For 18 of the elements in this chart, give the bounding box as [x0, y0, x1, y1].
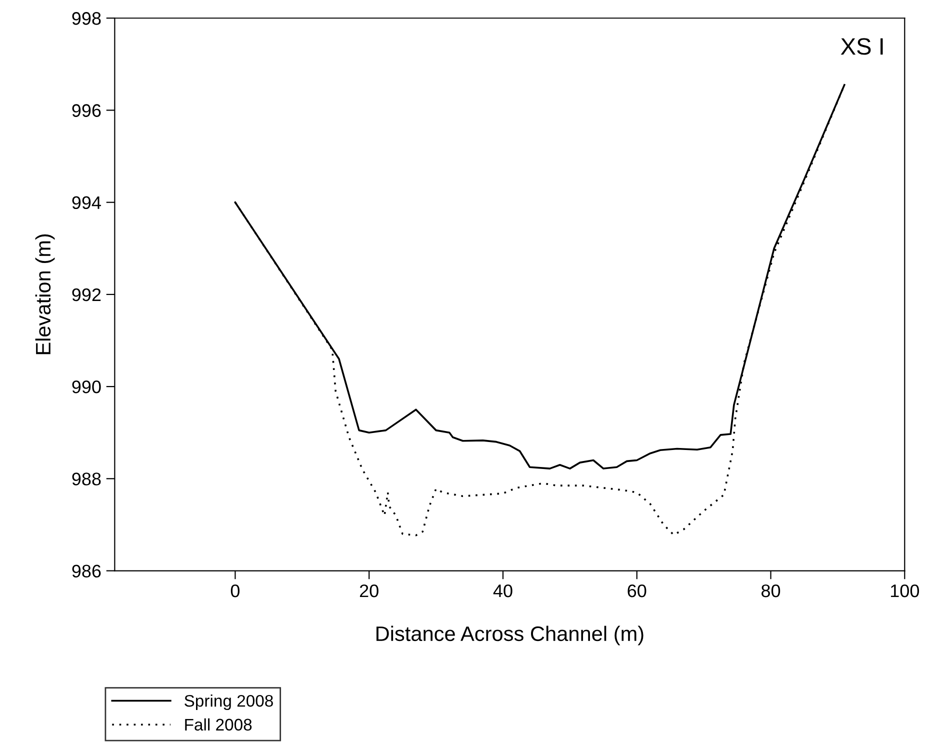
x-tick-label: 80: [762, 584, 780, 598]
x-tick-label: 20: [360, 584, 378, 598]
y-tick-label: 986: [72, 564, 101, 578]
y-axis-title: Elevation (m): [35, 234, 55, 354]
x-tick-label: 60: [628, 584, 646, 598]
y-tick-label: 998: [72, 12, 101, 25]
legend-label: Spring 2008: [184, 694, 273, 710]
y-tick-label: 988: [72, 472, 101, 486]
legend-label: Fall 2008: [185, 718, 252, 731]
y-tick-label: 996: [72, 104, 101, 117]
y-tick-label: 992: [72, 288, 101, 302]
y-tick-label: 990: [72, 380, 101, 394]
annotation: XS I: [840, 38, 883, 55]
y-tick-label: 994: [72, 196, 101, 210]
x-axis-title: Distance Across Channel (m): [376, 626, 644, 646]
x-tick-label: 40: [493, 584, 512, 598]
x-tick-label: 0: [230, 584, 240, 598]
x-tick-label: 100: [890, 584, 920, 598]
